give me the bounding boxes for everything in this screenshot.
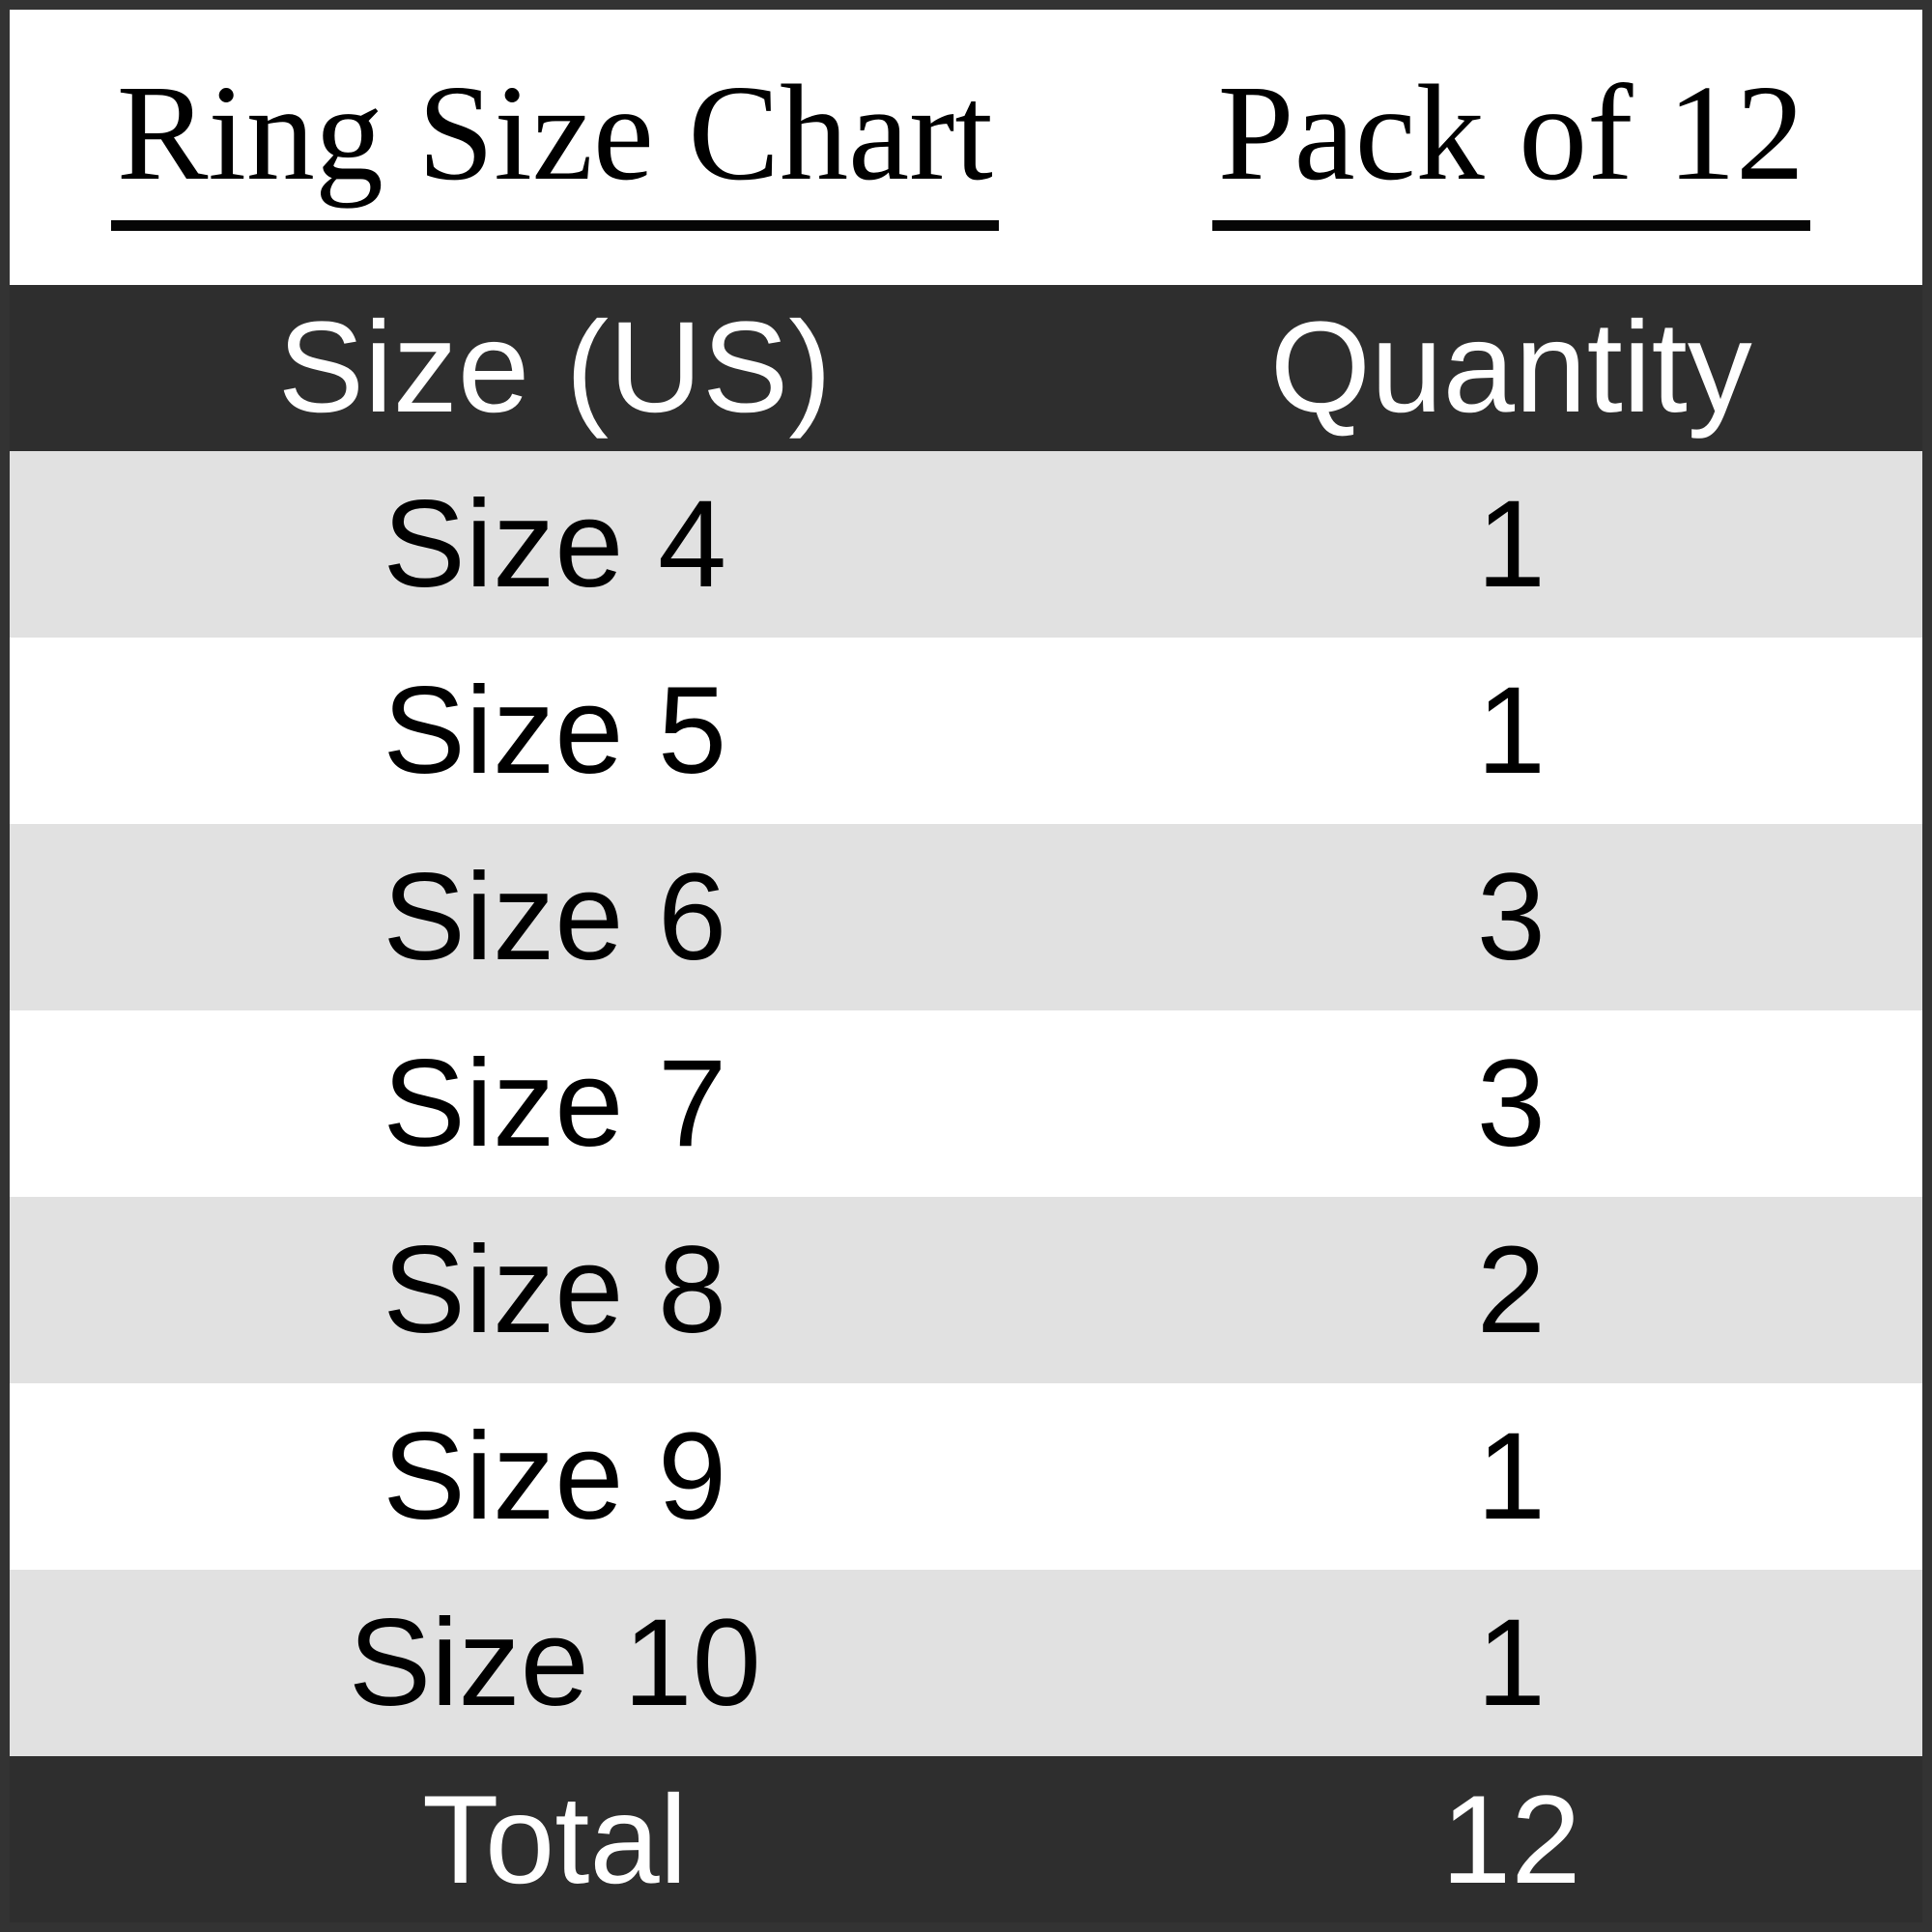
total-value-cell: 12 [1440, 1769, 1581, 1910]
quantity-cell: 3 [1476, 847, 1546, 986]
chart-title-cell: Ring Size Chart [10, 10, 1100, 285]
quantity-cell: 1 [1476, 1593, 1546, 1732]
pack-size-title: Pack of 12 [1211, 64, 1810, 231]
size-cell: Size 7 [383, 1034, 727, 1173]
table-row: Size 4 1 [10, 451, 1922, 638]
table-row: Size 6 3 [10, 824, 1922, 1010]
quantity-cell: 1 [1476, 1406, 1546, 1546]
quantity-cell: 1 [1476, 474, 1546, 613]
table-footer-row: Total 12 [10, 1756, 1922, 1922]
header-quantity-column: Quantity [1269, 296, 1752, 440]
title-band: Ring Size Chart Pack of 12 [10, 10, 1922, 285]
table-row: Size 9 1 [10, 1383, 1922, 1570]
quantity-cell: 3 [1476, 1034, 1546, 1173]
quantity-cell: 1 [1476, 661, 1546, 800]
size-cell: Size 4 [383, 474, 727, 613]
quantity-cell: 2 [1476, 1220, 1546, 1359]
table-row: Size 10 1 [10, 1570, 1922, 1756]
table-row: Size 8 2 [10, 1197, 1922, 1383]
table-row: Size 5 1 [10, 638, 1922, 824]
size-cell: Size 8 [383, 1220, 727, 1359]
size-cell: Size 5 [383, 661, 727, 800]
size-cell: Size 9 [383, 1406, 727, 1546]
size-cell: Size 6 [383, 847, 727, 986]
header-size-column: Size (US) [277, 296, 832, 440]
size-cell: Size 10 [348, 1593, 761, 1732]
table-body: Size 4 1 Size 5 1 Size 6 3 Size 7 3 Size… [10, 451, 1922, 1756]
total-label-cell: Total [421, 1769, 688, 1910]
table-header-row: Size (US) Quantity [10, 285, 1922, 451]
pack-size-title-cell: Pack of 12 [1100, 10, 1922, 285]
chart-title: Ring Size Chart [110, 64, 999, 231]
table-row: Size 7 3 [10, 1010, 1922, 1197]
